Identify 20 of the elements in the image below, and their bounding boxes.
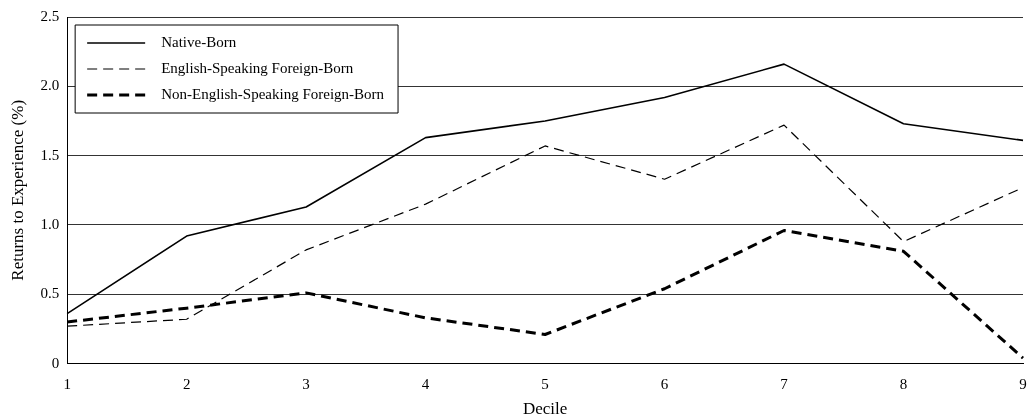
y-tick-label: 1.0 [40,215,60,232]
legend-label: Non-English-Speaking Foreign-Born [161,85,385,102]
y-tick-label: 0 [51,354,60,371]
x-axis-title: Decile [522,399,568,419]
x-tick-label: 8 [899,375,908,392]
x-tick-label: 4 [421,375,430,392]
legend-label: Native-Born [161,33,237,50]
y-tick-label: 1.5 [40,146,60,163]
x-tick-label: 2 [182,375,191,392]
y-axis-title: Returns to Experience (%) [7,99,27,281]
x-tick-label: 7 [780,375,789,392]
x-tick-label: 3 [302,375,310,392]
x-tick-label: 6 [660,375,669,392]
y-tick-label: 2.0 [40,77,60,94]
x-tick-label: 1 [63,375,71,392]
y-tick-label: 0.5 [40,285,60,302]
y-tick-label: 2.5 [40,7,60,24]
x-tick-label: 5 [541,375,549,392]
legend-label: English-Speaking Foreign-Born [161,59,354,76]
x-tick-label: 9 [1019,375,1027,392]
